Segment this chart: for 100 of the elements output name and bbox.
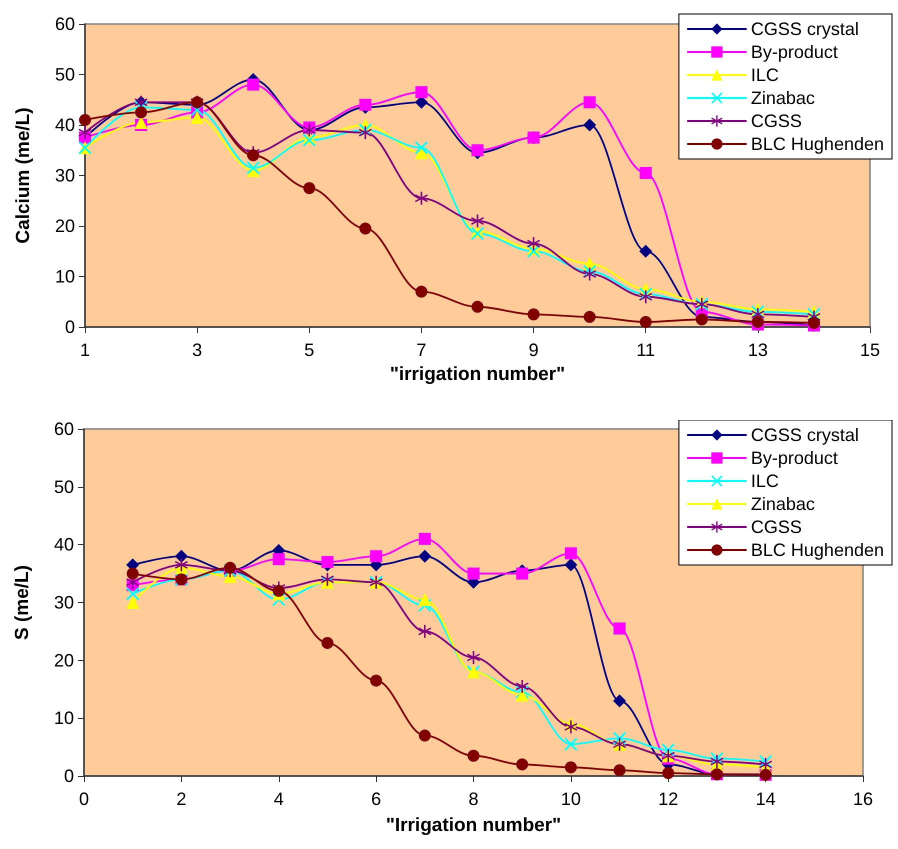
legend-label: CGSS crystal <box>750 19 859 39</box>
x-tick-label: 1 <box>80 340 90 360</box>
y-tick-label: 30 <box>54 166 75 186</box>
point <box>414 141 428 154</box>
point <box>135 106 148 118</box>
point <box>272 584 285 597</box>
legend-label: ILC <box>750 471 779 491</box>
point <box>527 237 540 250</box>
x-tick-label: 16 <box>852 789 874 809</box>
y-tick-label: 30 <box>54 592 74 612</box>
y-tick-label: 20 <box>54 650 74 670</box>
point <box>564 738 578 751</box>
y-tick-label: 60 <box>54 14 75 34</box>
point <box>272 553 285 566</box>
x-tick-label: 12 <box>658 789 678 809</box>
point <box>418 593 432 606</box>
legend-label: BLC Hughenden <box>750 540 884 560</box>
point <box>528 308 540 320</box>
point <box>370 674 382 687</box>
point <box>79 114 91 126</box>
y-axis-title: S (me/L) <box>12 565 33 640</box>
point <box>418 532 431 545</box>
legend-label: BLC Hughenden <box>750 134 884 154</box>
point <box>359 222 372 235</box>
legend-label: By-product <box>750 42 838 62</box>
point <box>516 688 529 702</box>
point <box>418 624 432 638</box>
point <box>564 558 578 572</box>
point <box>302 134 316 147</box>
legend-label: CGSS <box>750 517 802 537</box>
point <box>126 596 140 609</box>
x-axis-title: "irrigation number" <box>390 364 566 385</box>
point <box>472 144 484 156</box>
y-tick-label: 0 <box>64 317 75 337</box>
x-tick-label: 9 <box>528 340 539 360</box>
point <box>696 313 708 326</box>
point <box>564 720 578 734</box>
x-tick-label: 2 <box>176 789 186 809</box>
point <box>516 568 528 580</box>
point <box>418 550 432 563</box>
point <box>414 146 428 160</box>
legend-label: ILC <box>750 65 779 85</box>
y-tick-label: 10 <box>54 708 74 728</box>
y-tick-label: 10 <box>54 266 75 286</box>
x-tick-label: 11 <box>636 340 656 360</box>
point <box>710 755 724 768</box>
y-tick-label: 20 <box>54 216 75 236</box>
point <box>467 650 480 664</box>
point <box>174 550 188 563</box>
x-tick-label: 3 <box>192 340 202 360</box>
point <box>126 587 140 600</box>
point <box>247 78 260 91</box>
x-tick-label: 13 <box>748 340 768 360</box>
point <box>247 149 260 162</box>
y-tick-label: 50 <box>54 476 74 497</box>
x-tick-label: 0 <box>78 789 90 809</box>
x-tick-label: 8 <box>468 789 479 809</box>
point <box>415 86 428 98</box>
point <box>370 550 382 562</box>
point <box>418 730 431 742</box>
y-tick-label: 50 <box>54 64 75 84</box>
point <box>584 310 596 323</box>
point <box>224 562 236 574</box>
point <box>614 622 626 635</box>
point <box>468 568 480 580</box>
point <box>564 761 577 774</box>
point <box>640 316 652 328</box>
point <box>613 694 626 708</box>
x-tick-label: 14 <box>756 789 776 809</box>
point <box>471 214 484 228</box>
point <box>359 98 372 111</box>
y-tick-label: 60 <box>54 419 74 439</box>
point <box>639 244 652 258</box>
x-tick-label: 10 <box>560 789 581 809</box>
point <box>415 286 428 298</box>
point <box>516 758 528 770</box>
x-tick-label: 15 <box>860 340 880 360</box>
point <box>472 300 484 313</box>
x-tick-label: 6 <box>371 789 382 809</box>
x-axis-title: "Irrigation number" <box>386 815 562 836</box>
point <box>321 636 334 649</box>
point <box>516 680 529 693</box>
point <box>583 118 596 132</box>
legend-label: CGSS crystal <box>750 425 859 445</box>
y-tick-label: 0 <box>64 766 74 786</box>
point <box>126 568 139 580</box>
point <box>808 316 820 329</box>
legend-label: Zinabac <box>750 494 815 514</box>
legend-label: CGSS <box>750 111 802 131</box>
point <box>583 267 596 280</box>
y-tick-label: 40 <box>54 534 74 555</box>
point <box>614 764 626 776</box>
legend-label: By-product <box>750 448 838 468</box>
point <box>303 182 316 194</box>
point <box>246 161 260 174</box>
point <box>471 227 484 240</box>
x-tick-label: 4 <box>274 789 284 809</box>
point <box>414 192 428 205</box>
point <box>468 750 480 762</box>
point <box>321 556 334 568</box>
